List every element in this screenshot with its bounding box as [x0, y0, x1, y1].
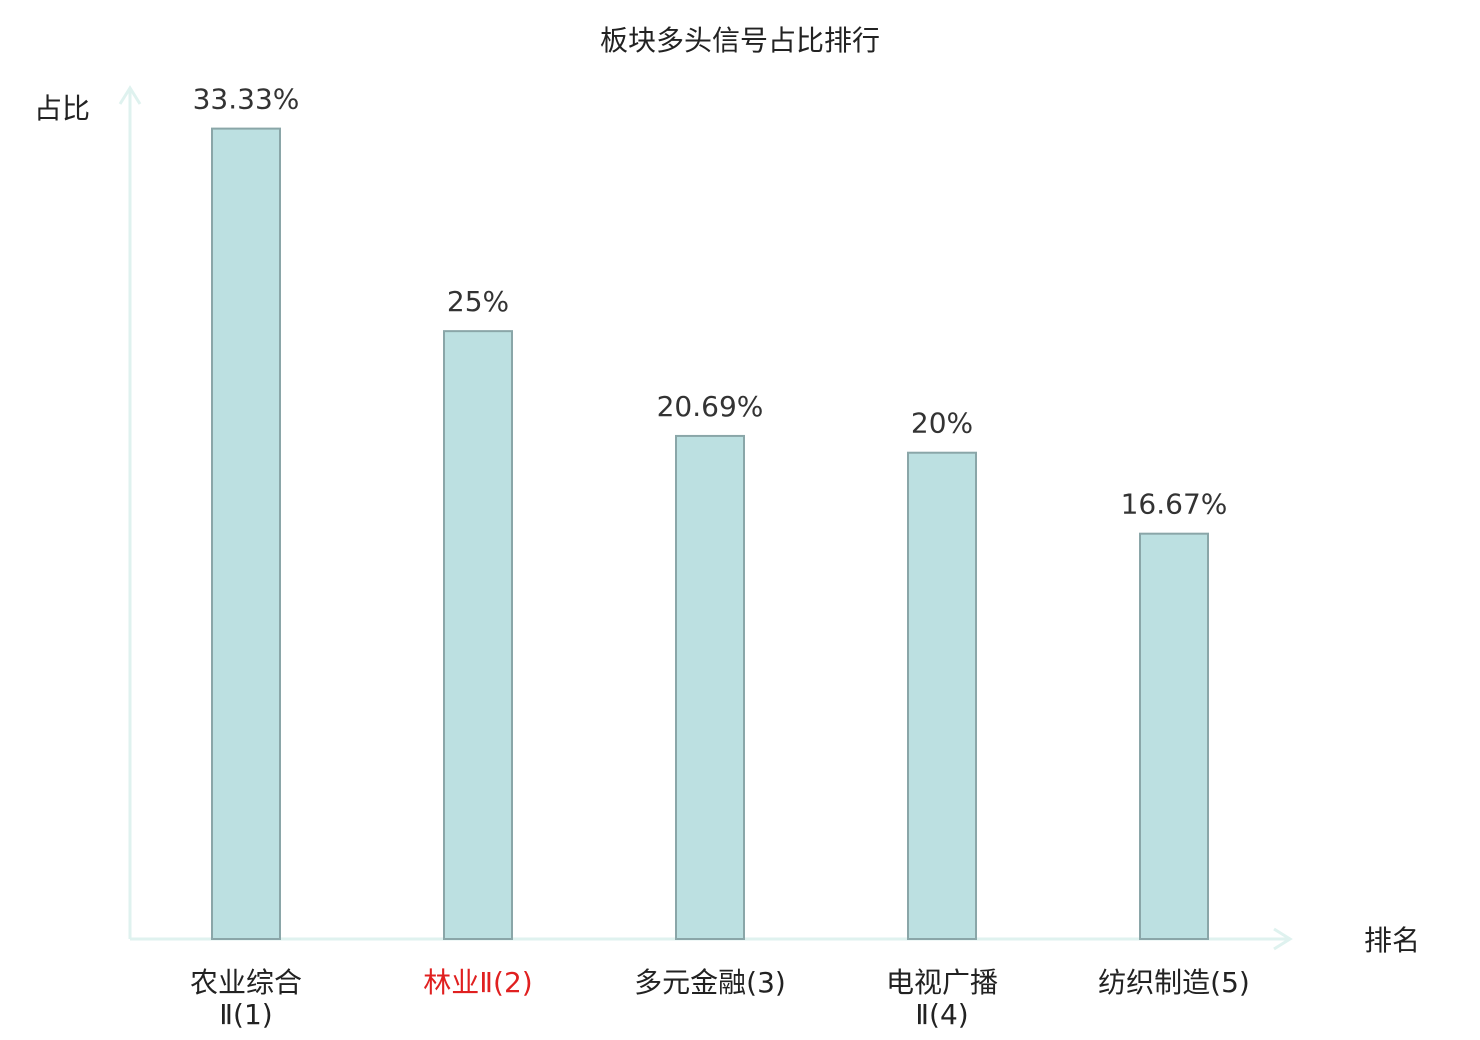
- x-axis-arrow: [1273, 927, 1293, 951]
- value-label: 25%: [447, 285, 509, 318]
- bar: [211, 127, 281, 940]
- value-label: 16.67%: [1121, 488, 1228, 521]
- bar: [675, 434, 745, 940]
- value-label: 20%: [911, 407, 973, 440]
- bar: [907, 451, 977, 940]
- y-axis-arrow: [118, 85, 142, 105]
- x-tick-label: 电视广播 Ⅱ(4): [886, 966, 998, 1031]
- value-label: 20.69%: [657, 390, 764, 423]
- chart-title: 板块多头信号占比排行: [600, 24, 880, 57]
- bar: [1139, 532, 1209, 940]
- x-tick-label: 农业综合 Ⅱ(1): [190, 966, 302, 1031]
- x-axis-label: 排名: [1364, 924, 1420, 957]
- bar: [443, 330, 513, 940]
- value-label: 33.33%: [193, 83, 300, 116]
- x-tick-label: 林业Ⅱ(2): [423, 966, 532, 999]
- x-tick-label: 纺织制造(5): [1098, 966, 1250, 999]
- y-axis-label: 占比: [34, 92, 90, 125]
- x-tick-label: 多元金融(3): [634, 966, 786, 999]
